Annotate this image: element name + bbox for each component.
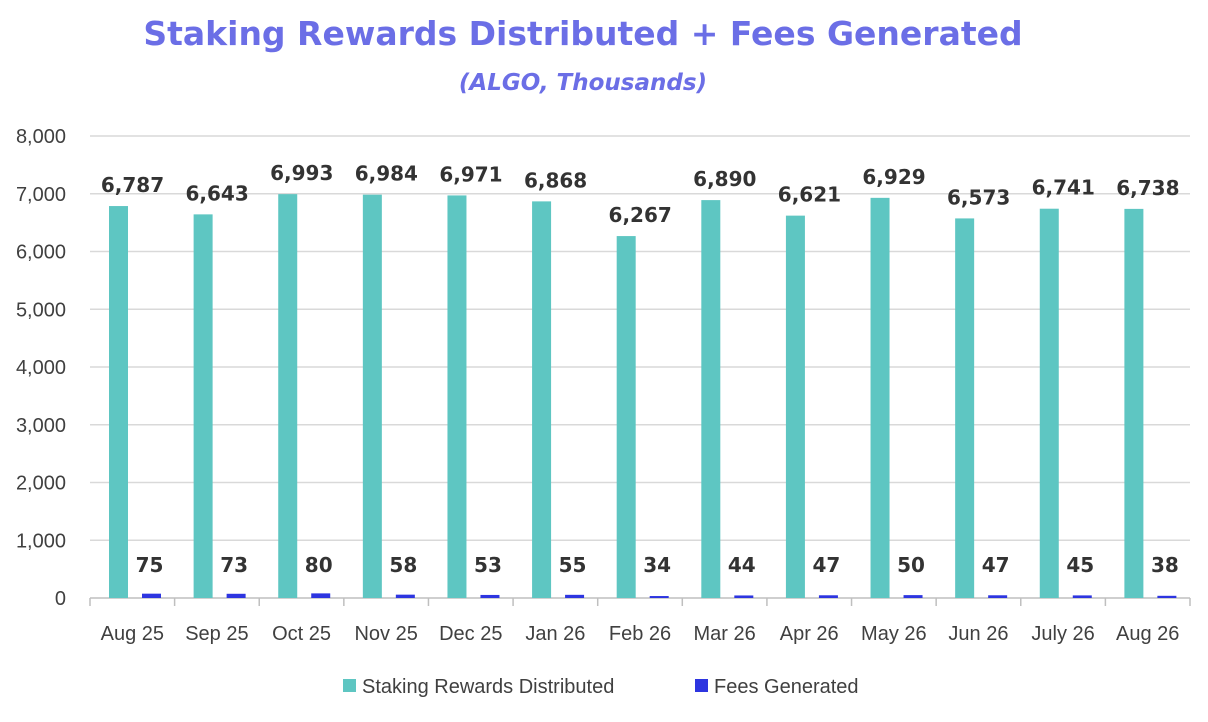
x-tick-label: Oct 25 xyxy=(272,623,331,645)
x-tick-label: Sep 25 xyxy=(185,623,248,645)
data-label-staking-rewards: 6,971 xyxy=(439,162,502,186)
bar-fees-generated xyxy=(903,595,923,598)
y-axis-ticks: 0 1,000 2,000 3,000 4,000 5,000 6,000 7,000 8,00… xyxy=(16,126,66,610)
data-label-fees-generated: 45 xyxy=(1066,553,1094,577)
data-label-fees-generated: 47 xyxy=(813,553,841,577)
data-label-staking-rewards: 6,738 xyxy=(1116,176,1179,200)
bar-fees-generated xyxy=(818,595,838,598)
y-tick-label: 2,000 xyxy=(16,473,66,495)
x-tick-label: Jun 26 xyxy=(948,623,1008,645)
bar-fees-generated xyxy=(395,594,415,598)
bar-fees-generated xyxy=(142,593,161,598)
bar-fees-generated xyxy=(1072,595,1092,598)
x-tick-label: Aug 25 xyxy=(101,623,164,645)
legend-swatch-fees-generated xyxy=(695,679,708,692)
y-tick-label: 4,000 xyxy=(16,357,66,379)
bar-fees-generated xyxy=(988,595,1008,598)
legend-label-staking-rewards: Staking Rewards Distributed xyxy=(362,676,614,698)
data-label-fees-generated: 47 xyxy=(982,553,1010,577)
x-tick-label: May 26 xyxy=(861,623,927,645)
bar-staking-rewards xyxy=(532,201,552,599)
bar-staking-rewards xyxy=(785,215,805,598)
data-label-staking-rewards: 6,573 xyxy=(947,185,1010,209)
bar-staking-rewards xyxy=(955,218,975,599)
data-label-fees-generated: 50 xyxy=(897,553,925,577)
data-label-staking-rewards: 6,993 xyxy=(270,161,333,185)
data-label-fees-generated: 34 xyxy=(643,553,671,577)
bar-staking-rewards xyxy=(1124,208,1144,598)
x-tick-label: July 26 xyxy=(1031,623,1094,645)
bar-staking-rewards xyxy=(362,194,382,598)
data-label-staking-rewards: 6,621 xyxy=(778,183,841,207)
x-tick-label: Nov 25 xyxy=(354,623,417,645)
bar-fees-generated xyxy=(734,595,754,598)
data-label-fees-generated: 73 xyxy=(220,553,248,577)
x-tick-label: Jan 26 xyxy=(525,623,585,645)
bar-staking-rewards xyxy=(278,194,298,599)
chart-title: Staking Rewards Distributed + Fees Gener… xyxy=(143,14,1023,53)
data-labels: 6,787 75 6,643 73 6,993 80 6,984 58 6,971 53 6,868… xyxy=(101,161,1180,577)
bar-fees-generated xyxy=(226,593,246,598)
x-tick-label: Feb 26 xyxy=(609,623,671,645)
bar-staking-rewards xyxy=(616,236,636,598)
bar-staking-rewards xyxy=(447,195,467,598)
data-label-fees-generated: 80 xyxy=(305,553,333,577)
gridlines xyxy=(90,135,1190,599)
bar-fees-generated xyxy=(565,594,585,598)
x-tick-label: Aug 26 xyxy=(1116,623,1179,645)
data-label-fees-generated: 58 xyxy=(389,553,417,577)
bar-fees-generated xyxy=(1157,595,1177,598)
data-label-fees-generated: 75 xyxy=(136,553,164,577)
bar-staking-rewards xyxy=(1039,208,1059,598)
data-label-staking-rewards: 6,890 xyxy=(693,167,756,191)
y-tick-label: 6,000 xyxy=(16,242,66,264)
bar-staking-rewards xyxy=(109,206,128,598)
data-label-staking-rewards: 6,929 xyxy=(862,165,925,189)
data-label-fees-generated: 44 xyxy=(728,553,756,577)
y-tick-label: 8,000 xyxy=(16,126,66,148)
data-label-staking-rewards: 6,984 xyxy=(355,162,418,186)
y-tick-label: 7,000 xyxy=(16,184,66,206)
legend-label-fees-generated: Fees Generated xyxy=(714,676,859,698)
bars xyxy=(109,194,1177,599)
data-label-fees-generated: 38 xyxy=(1151,553,1179,577)
data-label-fees-generated: 53 xyxy=(474,553,502,577)
data-label-staking-rewards: 6,267 xyxy=(609,203,672,227)
y-tick-label: 1,000 xyxy=(16,530,66,552)
bar-staking-rewards xyxy=(701,200,721,599)
bar-fees-generated xyxy=(649,596,669,598)
y-tick-label: 0 xyxy=(55,588,66,610)
x-tick-label: Apr 26 xyxy=(780,623,839,645)
legend-swatch-staking-rewards xyxy=(343,679,356,692)
x-tick-label: Mar 26 xyxy=(693,623,755,645)
data-label-staking-rewards: 6,643 xyxy=(185,181,248,205)
data-label-staking-rewards: 6,741 xyxy=(1032,176,1095,200)
legend: Staking Rewards Distributed Fees Generate… xyxy=(343,676,859,698)
y-tick-label: 5,000 xyxy=(16,299,66,321)
bar-staking-rewards xyxy=(193,214,213,598)
chart-subtitle: (ALGO, Thousands) xyxy=(458,70,708,96)
data-label-staking-rewards: 6,868 xyxy=(524,168,587,192)
bar-staking-rewards xyxy=(870,197,890,598)
y-tick-label: 3,000 xyxy=(16,415,66,437)
bar-fees-generated xyxy=(311,593,331,598)
x-tick-label: Dec 25 xyxy=(439,623,502,645)
data-label-staking-rewards: 6,787 xyxy=(101,173,164,197)
data-label-fees-generated: 55 xyxy=(559,553,587,577)
x-axis: Aug 25 Sep 25 Oct 25 Nov 25 Dec 25 Jan 26 Feb … xyxy=(89,598,1191,645)
bar-fees-generated xyxy=(480,594,500,598)
